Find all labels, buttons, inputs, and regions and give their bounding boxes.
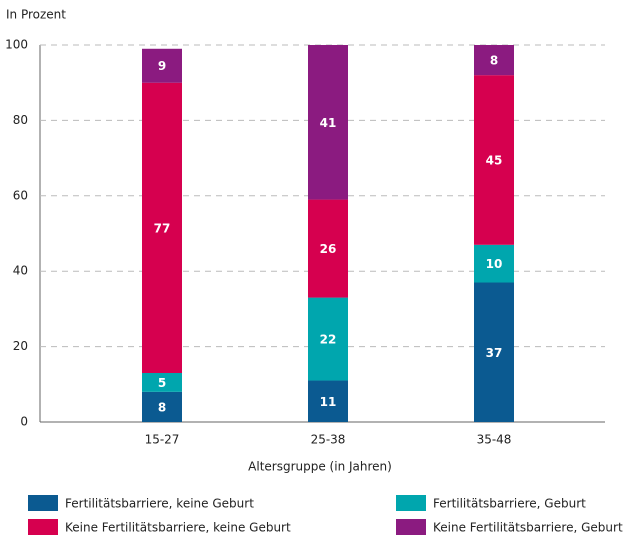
legend-label: Keine Fertilitätsbarriere, Geburt [433, 521, 623, 535]
value-label: 9 [158, 59, 166, 73]
value-label: 22 [320, 333, 337, 347]
y-tick-label: 60 [13, 188, 28, 202]
value-label: 37 [486, 346, 503, 360]
y-tick-label: 0 [20, 415, 28, 429]
value-label: 26 [320, 242, 337, 256]
x-tick-label: 15-27 [145, 433, 180, 447]
value-label: 5 [158, 376, 166, 390]
x-axis-label: Altersgruppe (in Jahren) [248, 460, 392, 474]
bar-segment [142, 372, 182, 392]
bar-segment [308, 45, 348, 200]
legend-swatch [396, 519, 426, 535]
bar-segment [474, 282, 514, 422]
legend-swatch [28, 519, 58, 535]
value-label: 41 [320, 116, 337, 130]
x-tick-label: 35-48 [477, 433, 512, 447]
y-tick-label: 20 [13, 339, 28, 353]
legend-label: Keine Fertilitätsbarriere, keine Geburt [65, 521, 291, 535]
x-tick-label: 25-38 [311, 433, 346, 447]
legend-swatch [396, 495, 426, 511]
bar-segment [474, 244, 514, 283]
y-tick-label: 80 [13, 113, 28, 127]
bar-segment [142, 391, 182, 422]
legend-label: Fertilitätsbarriere, keine Geburt [65, 497, 254, 511]
value-label: 11 [320, 395, 337, 409]
bar-segment [474, 75, 514, 245]
legend-swatch [28, 495, 58, 511]
y-tick-label: 100 [5, 38, 28, 52]
value-label: 8 [158, 400, 166, 414]
bar-segment [308, 297, 348, 381]
legend-label: Fertilitätsbarriere, Geburt [433, 497, 586, 511]
bar-segment [142, 82, 182, 373]
value-label: 77 [154, 221, 171, 235]
value-label: 8 [490, 54, 498, 68]
value-label: 10 [486, 257, 503, 271]
y-tick-label: 40 [13, 264, 28, 278]
bar-segment [142, 48, 182, 83]
bar-segment [474, 45, 514, 76]
y-axis-label: In Prozent [6, 8, 66, 22]
bar-segment [308, 199, 348, 298]
bar-segment [308, 380, 348, 422]
value-label: 45 [486, 153, 503, 167]
